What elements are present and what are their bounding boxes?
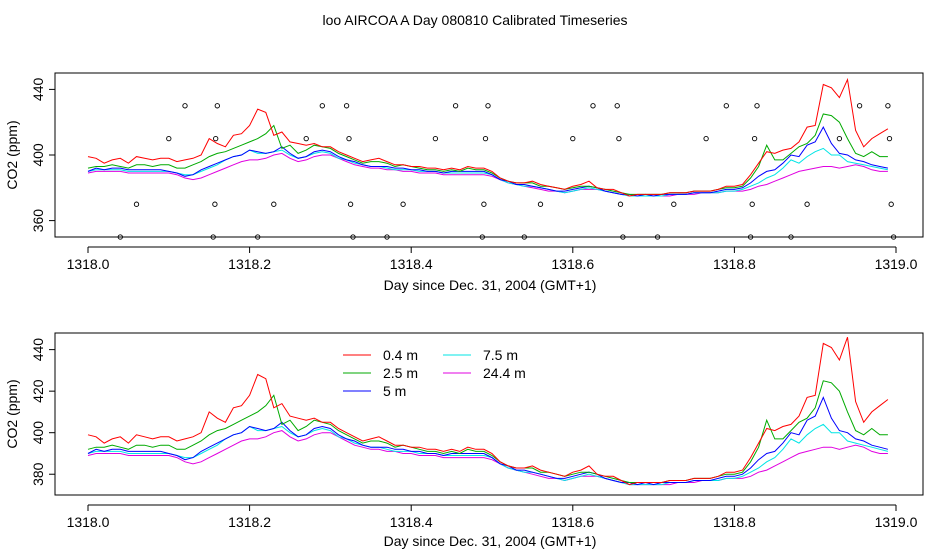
sample-marker <box>590 103 596 109</box>
top-line-5m <box>87 126 888 197</box>
legend-label: 0.4 m <box>383 347 418 363</box>
sample-marker <box>751 135 758 142</box>
legend: 0.4 m 2.5 m 5 m 7.5 m 24.4 m <box>343 347 526 399</box>
top-y-tick-label: 440 <box>30 78 46 102</box>
sample-marker <box>616 135 622 142</box>
sample-marker <box>749 201 755 207</box>
sample-marker <box>346 135 352 142</box>
bottom-line-25m <box>87 380 888 483</box>
bottom-x-tick-label: 1318.8 <box>713 514 756 530</box>
sample-marker <box>886 135 893 142</box>
sample-marker <box>482 135 489 142</box>
legend-label: 7.5 m <box>483 347 518 363</box>
sample-marker <box>888 201 894 207</box>
top-x-tick-label: 1318.8 <box>713 256 756 272</box>
sample-marker <box>620 234 626 240</box>
sample-marker <box>166 135 172 142</box>
top-x-tick-label: 1318.0 <box>67 256 110 272</box>
bottom-x-axis: 1318.0 1318.2 1318.4 1318.6 1318.8 1319.0 <box>67 504 918 530</box>
sample-marker <box>481 201 487 207</box>
sample-marker <box>432 135 439 142</box>
top-line-75m <box>87 147 889 197</box>
top-line-25m <box>87 113 888 195</box>
sample-marker <box>754 103 760 109</box>
sample-marker <box>521 234 527 240</box>
bottom-x-tick-label: 1318.2 <box>228 514 271 530</box>
top-x-tick-label: 1318.2 <box>228 256 271 272</box>
top-panel: 1318.0 1318.2 1318.4 1318.6 1318.8 1319.0 360… <box>4 72 924 293</box>
sample-marker <box>836 135 843 142</box>
sample-marker <box>214 103 220 109</box>
top-x-tick-label: 1319.0 <box>875 256 918 272</box>
sample-marker <box>117 234 123 240</box>
sample-marker <box>703 135 709 142</box>
sample-marker <box>133 201 140 207</box>
top-x-axis-label: Day since Dec. 31, 2004 (GMT+1) <box>384 277 597 293</box>
top-x-tick-label: 1318.6 <box>551 256 594 272</box>
bottom-y-tick-label: 440 <box>30 338 46 362</box>
sample-marker <box>890 234 897 240</box>
sample-marker <box>210 234 216 240</box>
top-y-axis: 360 400 440 <box>30 78 56 233</box>
sample-marker <box>343 103 350 109</box>
sample-marker <box>654 234 661 240</box>
legend-label: 24.4 m <box>483 365 526 381</box>
sample-marker <box>570 135 576 142</box>
sample-marker <box>885 103 891 109</box>
top-y-axis-label: CO2 (ppm) <box>4 120 20 189</box>
sample-marker <box>384 234 390 240</box>
sample-marker <box>747 234 754 240</box>
sample-marker <box>350 234 356 240</box>
sample-marker <box>671 201 677 207</box>
top-line-244m <box>87 152 888 197</box>
bottom-line-75m <box>87 423 889 486</box>
sample-marker <box>452 103 459 109</box>
bottom-y-tick-label: 420 <box>30 379 46 403</box>
sample-marker <box>400 201 406 207</box>
sample-marker <box>537 201 544 207</box>
bottom-x-tick-label: 1319.0 <box>875 514 918 530</box>
sample-marker <box>303 135 309 142</box>
bottom-line-244m <box>87 430 888 486</box>
bottom-y-axis-label: CO2 (ppm) <box>4 379 20 448</box>
bottom-y-tick-label: 380 <box>30 462 46 486</box>
sample-marker <box>479 234 485 240</box>
bottom-x-axis-label: Day since Dec. 31, 2004 (GMT+1) <box>384 533 597 549</box>
sample-marker <box>212 201 218 207</box>
bottom-line-04m <box>87 337 889 486</box>
bottom-y-tick-label: 400 <box>30 421 46 445</box>
figure-title: loo AIRCOA A Day 080810 Calibrated Times… <box>322 12 627 28</box>
top-line-04m <box>87 77 889 197</box>
top-x-axis: 1318.0 1318.2 1318.4 1318.6 1318.8 1319.0 <box>67 246 918 272</box>
bottom-x-tick-label: 1318.0 <box>67 514 110 530</box>
sample-marker <box>255 234 261 240</box>
legend-label: 2.5 m <box>383 365 418 381</box>
sample-marker <box>271 201 277 207</box>
sample-marker <box>617 201 624 207</box>
legend-label: 5 m <box>383 383 406 399</box>
sample-marker <box>347 201 354 207</box>
sample-marker <box>804 201 810 207</box>
bottom-line-5m <box>87 396 889 486</box>
sample-marker <box>723 103 729 109</box>
top-y-tick-label: 400 <box>30 143 46 167</box>
sample-marker <box>788 234 794 240</box>
bottom-x-tick-label: 1318.4 <box>390 514 433 530</box>
top-series-lines <box>87 77 889 197</box>
bottom-panel: 1318.0 1318.2 1318.4 1318.6 1318.8 1319.0 380… <box>4 332 924 549</box>
sample-marker <box>614 103 620 109</box>
sample-marker <box>182 103 188 109</box>
sample-marker <box>213 135 219 142</box>
top-sample-markers <box>117 103 897 240</box>
sample-marker <box>319 103 325 109</box>
bottom-series-lines <box>87 337 889 486</box>
sample-marker <box>485 103 491 109</box>
sample-marker <box>856 103 863 109</box>
bottom-x-tick-label: 1318.6 <box>551 514 594 530</box>
top-y-tick-label: 360 <box>30 209 46 233</box>
bottom-y-axis: 380 400 420 440 <box>30 338 56 486</box>
top-x-tick-label: 1318.4 <box>390 256 433 272</box>
